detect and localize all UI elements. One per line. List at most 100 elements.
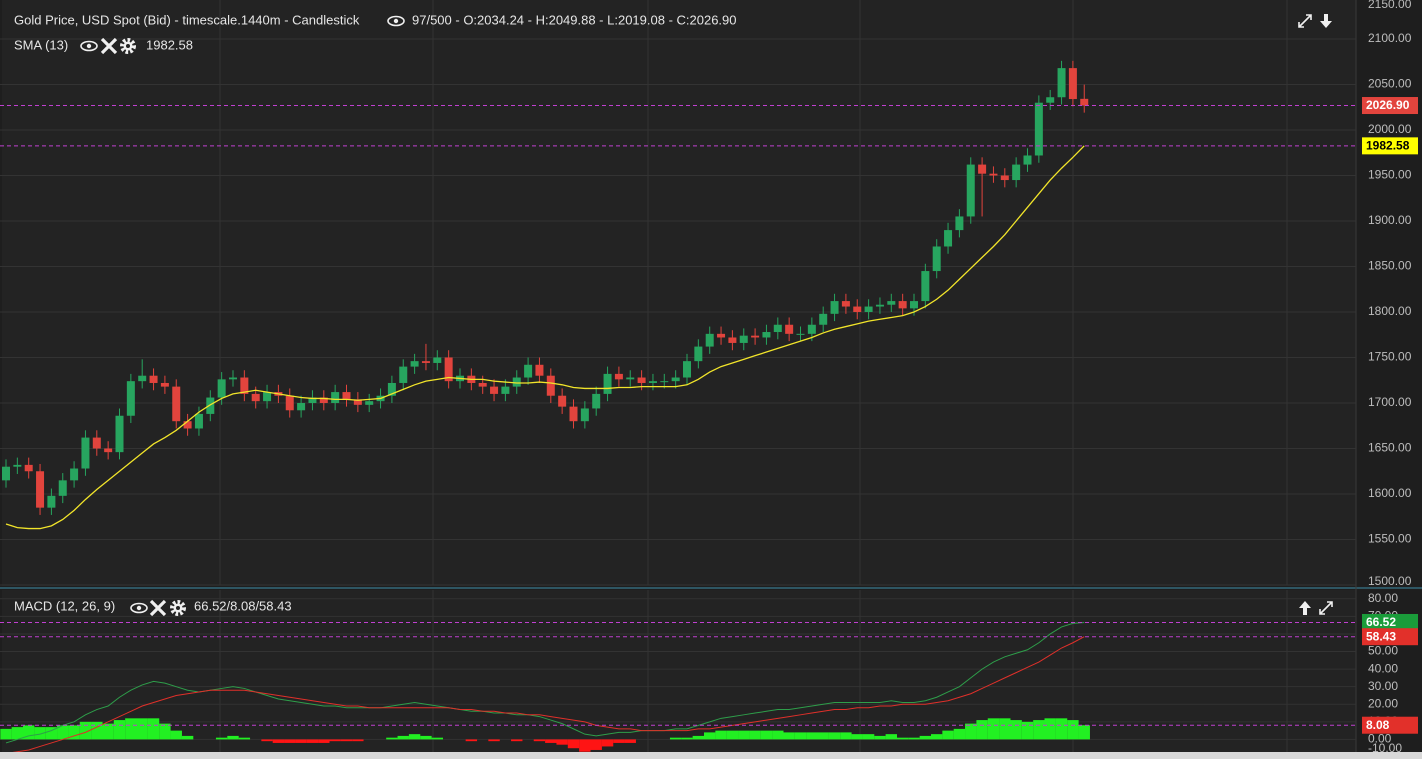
y-tick-label: 2050.00	[1368, 77, 1412, 91]
histogram-bar	[681, 737, 693, 740]
candle-body	[47, 495, 56, 508]
histogram-bar	[533, 739, 546, 742]
histogram-bar	[238, 737, 251, 740]
download-icon[interactable]	[1320, 14, 1332, 28]
histogram-bar	[704, 732, 716, 740]
marker-label: 58.43	[1366, 629, 1396, 643]
histogram-bar	[885, 734, 897, 740]
candle-body	[887, 301, 896, 305]
bottom-strip	[0, 752, 1422, 759]
expand-icon[interactable]	[1298, 14, 1312, 28]
settings-icon[interactable]	[120, 38, 136, 54]
y-tick-label: 1950.00	[1368, 168, 1412, 182]
eye-icon[interactable]	[130, 602, 148, 614]
y-tick-label: 1500.00	[1368, 574, 1412, 588]
histogram-bar	[942, 730, 954, 740]
candle-body	[160, 382, 169, 387]
y-tick-label: 40.00	[1368, 661, 1398, 675]
candle-body	[648, 381, 657, 383]
candle-body	[115, 415, 124, 453]
candle-body	[1046, 97, 1055, 103]
macd-title: MACD (12, 26, 9)	[14, 598, 115, 613]
histogram-bar	[919, 735, 932, 740]
histogram-bar	[420, 735, 432, 740]
candle-body	[308, 397, 317, 403]
histogram-bar	[692, 735, 705, 740]
candle-body	[830, 301, 839, 314]
histogram-bar	[556, 739, 568, 745]
sma-value: 1982.58	[146, 37, 193, 52]
candle-body	[13, 464, 22, 467]
y-tick-label: 2000.00	[1368, 122, 1412, 136]
histogram-bar	[545, 739, 557, 743]
histogram-bar	[68, 725, 80, 740]
candle-body	[353, 399, 362, 405]
histogram-bar	[931, 734, 943, 740]
candle-body	[217, 379, 226, 398]
histogram-bar	[874, 735, 886, 740]
axes: 1500.00 1550.00 1600.00 1650.00 1700.00 1750.…	[1362, 0, 1418, 755]
y-tick-label: 1650.00	[1368, 441, 1412, 455]
expand-icon[interactable]	[1319, 601, 1333, 615]
candle-body	[263, 392, 272, 402]
candle-body	[331, 392, 340, 403]
settings-icon[interactable]	[170, 600, 186, 616]
eye-icon[interactable]	[80, 40, 98, 52]
histogram-bar	[136, 718, 148, 740]
price-panel	[2, 0, 1356, 586]
sma-legend: SMA (13)	[14, 37, 68, 52]
candle-body	[399, 366, 408, 383]
histogram-bar	[794, 732, 807, 740]
candle-body	[444, 357, 453, 382]
candle-body	[104, 448, 113, 453]
candle-body	[251, 393, 260, 402]
candle-body	[1080, 98, 1089, 106]
histogram-bar	[590, 739, 602, 750]
histogram-bar	[976, 720, 988, 740]
candle-body	[728, 337, 737, 343]
candle-body	[841, 301, 850, 307]
candle-body	[149, 375, 158, 383]
up-icon[interactable]	[1299, 601, 1311, 615]
histogram-bar	[318, 739, 330, 743]
candle-body	[1023, 155, 1032, 165]
candle-body	[421, 361, 430, 363]
candle-body	[683, 361, 691, 378]
candle-body	[717, 333, 726, 338]
histogram-bar	[125, 718, 137, 740]
y-tick-label: 30.00	[1368, 679, 1398, 693]
sma-line	[5, 145, 1085, 530]
histogram-bar	[772, 730, 784, 740]
histogram-bar	[102, 723, 114, 740]
candle-body	[807, 324, 816, 334]
histogram-bar	[295, 739, 307, 743]
candle-body	[285, 395, 294, 411]
candle-body	[626, 377, 635, 380]
histogram-bar	[23, 725, 35, 740]
histogram-bar	[79, 721, 92, 740]
ohlc-info: 97/500 - O:2034.24 - H:2049.88 - L:2019.…	[412, 12, 737, 27]
candle-body	[580, 408, 589, 422]
histogram-bar	[817, 732, 829, 740]
candle-body	[558, 395, 567, 407]
histogram-bar	[760, 730, 773, 740]
candle-body	[524, 364, 533, 378]
candle-body	[864, 306, 873, 312]
marker-label: 66.52	[1366, 615, 1396, 629]
histogram-bar	[408, 734, 421, 740]
histogram-bar	[624, 739, 636, 743]
candle-body	[319, 397, 328, 403]
y-tick-label: 50.00	[1368, 644, 1398, 658]
remove-icon[interactable]	[100, 37, 118, 55]
candle-body	[898, 301, 907, 309]
marker-box	[1362, 716, 1418, 734]
remove-icon[interactable]	[149, 599, 167, 617]
eye-icon[interactable]	[387, 15, 405, 27]
histogram-bar	[488, 739, 500, 742]
candle-body	[762, 332, 771, 338]
histogram-bar	[170, 730, 182, 740]
candle-body	[172, 386, 181, 422]
candle-body	[944, 230, 953, 247]
